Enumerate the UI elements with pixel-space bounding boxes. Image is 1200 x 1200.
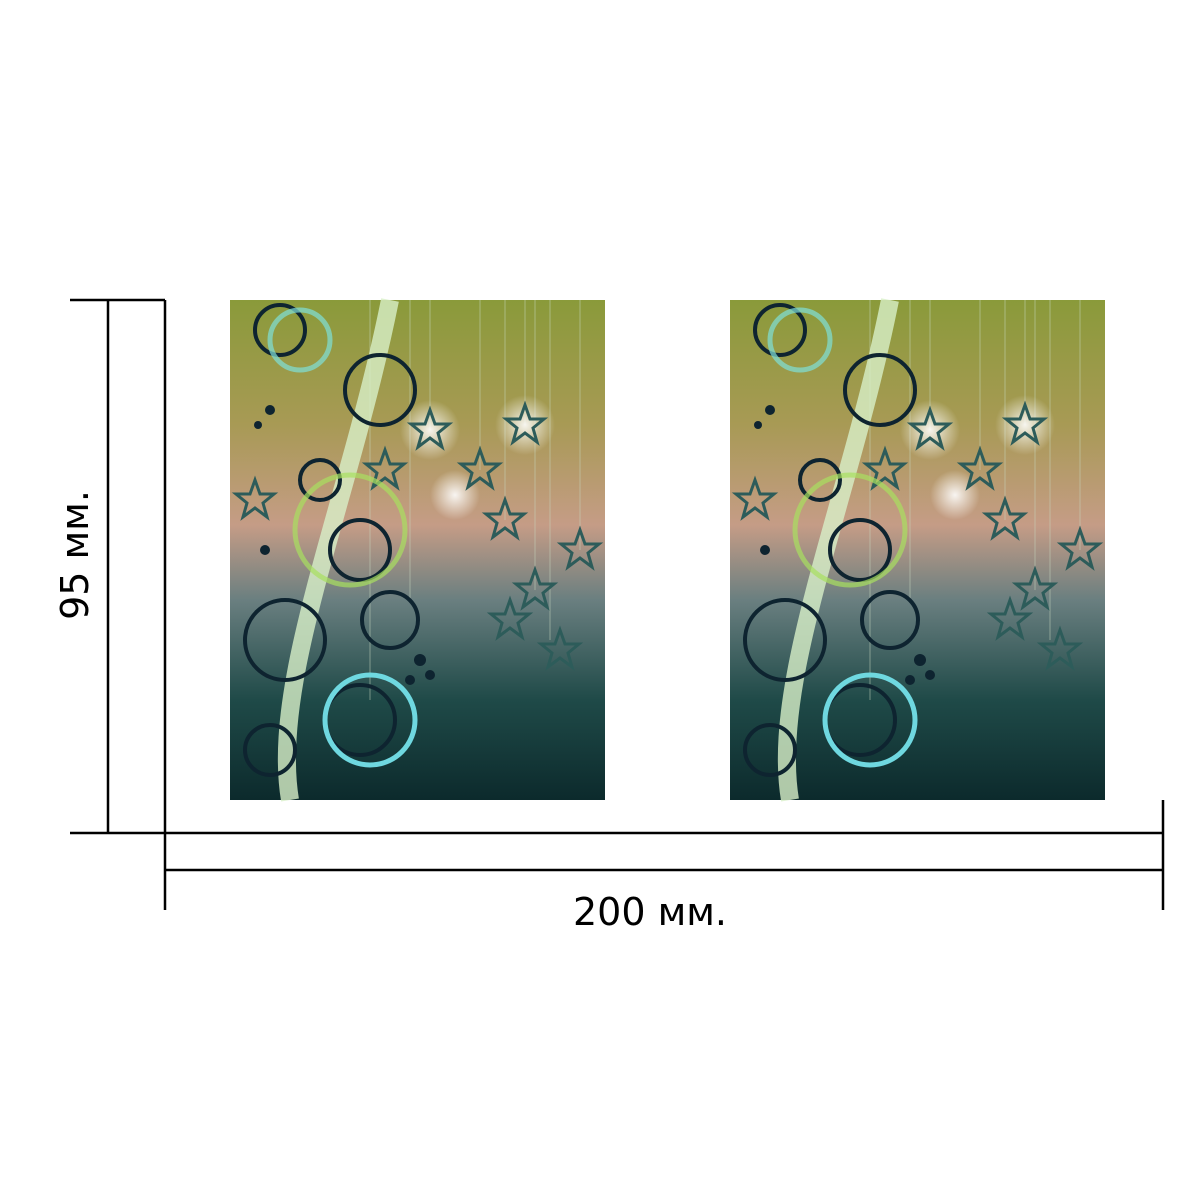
height-label: 95 мм. (53, 490, 97, 620)
product-image (230, 300, 605, 800)
height-dimension (70, 298, 167, 835)
width-dimension (163, 800, 1165, 910)
product-image (730, 300, 1105, 800)
width-label: 200 мм. (573, 890, 727, 934)
